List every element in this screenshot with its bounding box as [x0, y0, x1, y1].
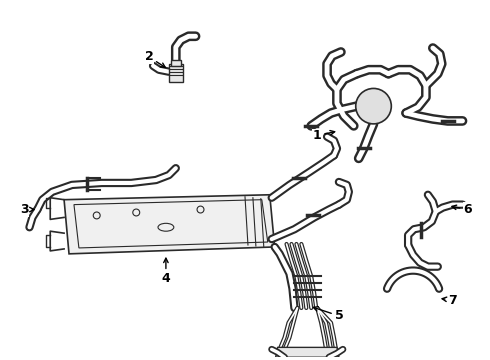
Text: 3: 3 — [20, 203, 34, 216]
Text: 2: 2 — [145, 50, 165, 67]
Text: 1: 1 — [313, 129, 335, 142]
Text: 5: 5 — [314, 307, 343, 322]
Circle shape — [356, 89, 392, 124]
Polygon shape — [276, 347, 339, 357]
Text: 6: 6 — [452, 203, 472, 216]
Text: 7: 7 — [442, 294, 457, 307]
Polygon shape — [64, 195, 275, 254]
Bar — [171, 60, 181, 66]
Text: 4: 4 — [162, 258, 171, 285]
Bar — [169, 64, 183, 82]
